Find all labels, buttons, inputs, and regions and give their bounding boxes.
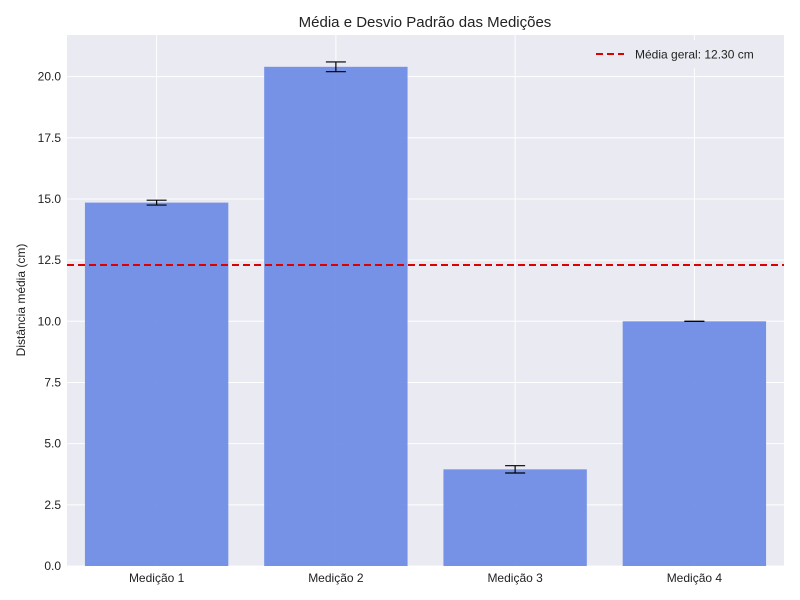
x-tick-label: Medição 1 — [129, 571, 185, 585]
y-tick-labels: 0.0 2.5 5.0 7.5 10.0 12.5 15.0 17.5 20.0 — [38, 70, 62, 573]
y-axis-label: Distância média (cm) — [14, 244, 28, 357]
chart-title: Média e Desvio Padrão das Medições — [299, 14, 552, 31]
y-tick-label: 20.0 — [38, 70, 62, 84]
y-tick-label: 17.5 — [38, 131, 62, 145]
y-tick-label: 5.0 — [44, 437, 61, 451]
bar — [264, 66, 408, 566]
y-tick-label: 10.0 — [38, 314, 62, 328]
y-tick-label: 12.5 — [38, 253, 62, 267]
x-tick-label: Medição 4 — [667, 571, 723, 585]
y-tick-label: 7.5 — [44, 375, 61, 389]
bar — [622, 321, 767, 566]
error-bars — [146, 61, 705, 474]
y-tick-label: 15.0 — [38, 192, 62, 206]
y-tick-label: 0.0 — [44, 559, 61, 573]
x-tick-label: Medição 2 — [308, 571, 364, 585]
bar — [443, 469, 587, 566]
legend: Média geral: 12.30 cm — [586, 40, 782, 68]
x-tick-labels: Medição 1 Medição 2 Medição 3 Medição 4 — [129, 571, 722, 585]
bar — [84, 202, 229, 566]
y-tick-label: 2.5 — [44, 498, 61, 512]
legend-label: Média geral: 12.30 cm — [635, 48, 754, 62]
bars — [84, 66, 767, 566]
x-tick-label: Medição 3 — [487, 571, 543, 585]
